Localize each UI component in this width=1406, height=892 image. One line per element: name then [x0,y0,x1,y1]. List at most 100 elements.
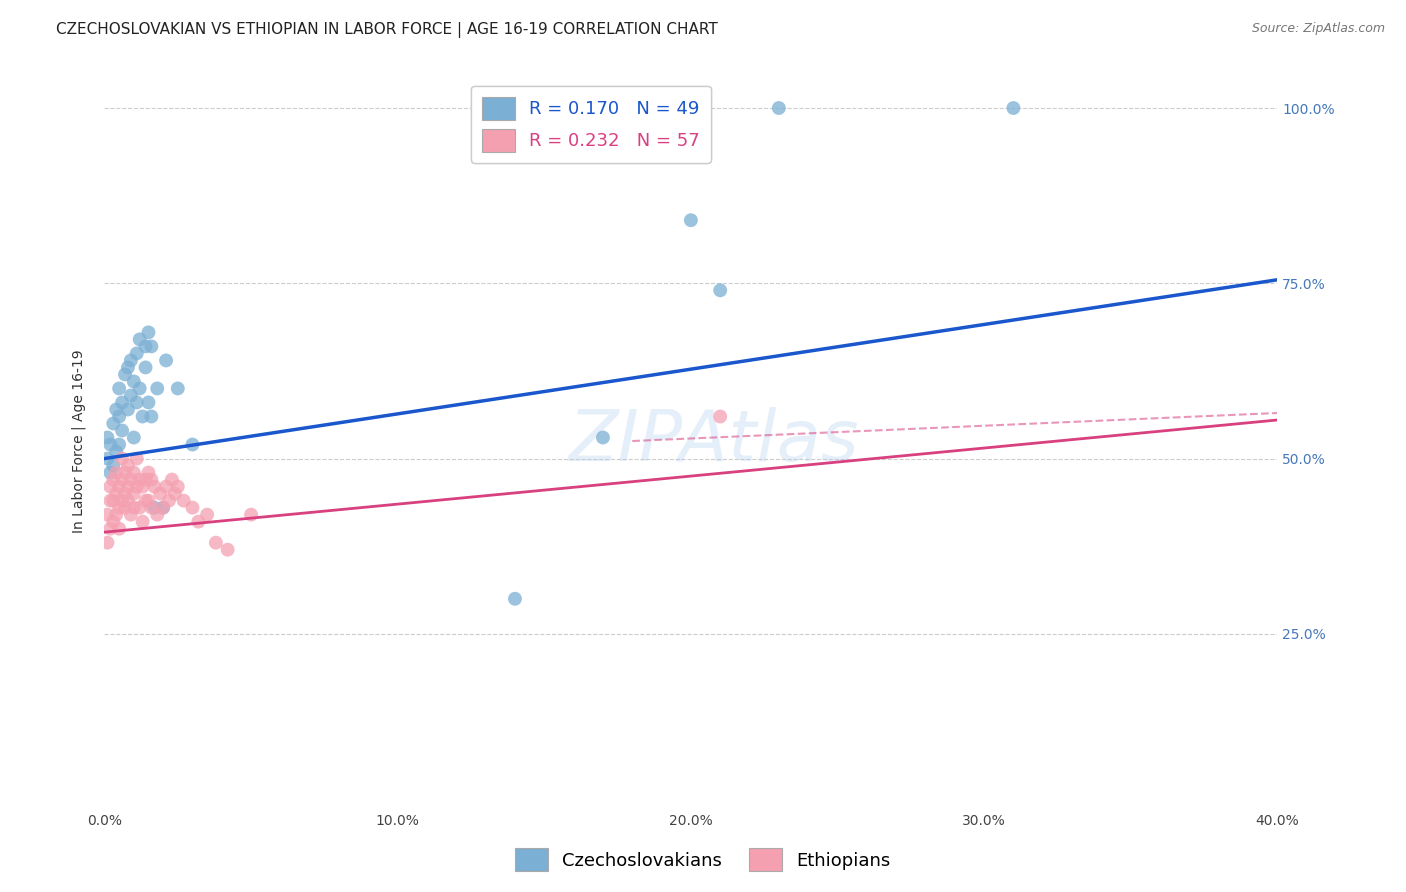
Czechoslovakians [146,381,169,395]
Czechoslovakians [709,283,731,297]
Ethiopians [138,493,160,508]
Czechoslovakians [103,458,125,473]
Ethiopians [103,473,125,487]
Ethiopians [128,500,150,515]
Ethiopians [122,500,145,515]
Ethiopians [173,493,195,508]
Czechoslovakians [128,381,150,395]
Ethiopians [111,493,134,508]
Ethiopians [120,473,142,487]
Czechoslovakians [679,213,702,227]
Ethiopians [135,473,157,487]
Czechoslovakians [135,360,157,375]
Czechoslovakians [96,430,118,444]
Text: ZIPAtlas: ZIPAtlas [569,407,859,475]
Czechoslovakians [141,409,163,424]
Ethiopians [108,480,131,494]
Czechoslovakians [503,591,526,606]
Ethiopians [98,493,121,508]
Ethiopians [98,522,121,536]
Ethiopians [128,473,150,487]
Czechoslovakians [108,437,131,451]
Ethiopians [125,451,148,466]
Czechoslovakians [143,500,166,515]
Czechoslovakians [562,101,585,115]
Ethiopians [108,500,131,515]
Ethiopians [138,466,160,480]
Ethiopians [135,493,157,508]
Czechoslovakians [96,451,118,466]
Czechoslovakians [503,101,526,115]
Ethiopians [141,473,163,487]
Czechoslovakians [120,388,142,402]
Czechoslovakians [111,424,134,438]
Ethiopians [108,522,131,536]
Legend: Czechoslovakians, Ethiopians: Czechoslovakians, Ethiopians [508,841,898,879]
Czechoslovakians [141,339,163,353]
Czechoslovakians [548,101,571,115]
Ethiopians [181,500,204,515]
Ethiopians [117,458,139,473]
Czechoslovakians [135,339,157,353]
Ethiopians [111,451,134,466]
Czechoslovakians [120,353,142,368]
Ethiopians [160,473,183,487]
Ethiopians [96,508,118,522]
Czechoslovakians [138,326,160,340]
Czechoslovakians [155,353,177,368]
Ethiopians [131,515,153,529]
Ethiopians [166,480,188,494]
Ethiopians [105,508,128,522]
Czechoslovakians [125,346,148,360]
Czechoslovakians [105,444,128,458]
Czechoslovakians [152,500,174,515]
Ethiopians [114,466,136,480]
Czechoslovakians [103,417,125,431]
Czechoslovakians [111,395,134,409]
Ethiopians [141,500,163,515]
Ethiopians [143,480,166,494]
Czechoslovakians [768,101,790,115]
Czechoslovakians [576,101,599,115]
Ethiopians [155,480,177,494]
Czechoslovakians [128,332,150,346]
Czechoslovakians [131,409,153,424]
Ethiopians [96,535,118,549]
Czechoslovakians [122,430,145,444]
Ethiopians [117,480,139,494]
Czechoslovakians [138,395,160,409]
Czechoslovakians [519,101,541,115]
Czechoslovakians [166,381,188,395]
Y-axis label: In Labor Force | Age 16-19: In Labor Force | Age 16-19 [72,349,86,533]
Ethiopians [163,486,186,500]
Ethiopians [131,480,153,494]
Czechoslovakians [114,368,136,382]
Ethiopians [187,515,209,529]
Ethiopians [117,493,139,508]
Ethiopians [111,473,134,487]
Ethiopians [114,500,136,515]
Czechoslovakians [1002,101,1025,115]
Czechoslovakians [105,402,128,417]
Czechoslovakians [533,101,555,115]
Legend: R = 0.170   N = 49, R = 0.232   N = 57: R = 0.170 N = 49, R = 0.232 N = 57 [471,86,710,162]
Czechoslovakians [98,466,121,480]
Ethiopians [103,493,125,508]
Ethiopians [195,508,218,522]
Czechoslovakians [117,402,139,417]
Ethiopians [149,486,172,500]
Ethiopians [105,486,128,500]
Ethiopians [146,508,169,522]
Czechoslovakians [181,437,204,451]
Ethiopians [105,466,128,480]
Text: Source: ZipAtlas.com: Source: ZipAtlas.com [1251,22,1385,36]
Ethiopians [114,486,136,500]
Ethiopians [205,535,228,549]
Czechoslovakians [122,375,145,389]
Czechoslovakians [108,409,131,424]
Czechoslovakians [592,430,614,444]
Czechoslovakians [117,360,139,375]
Czechoslovakians [108,381,131,395]
Ethiopians [120,508,142,522]
Czechoslovakians [98,437,121,451]
